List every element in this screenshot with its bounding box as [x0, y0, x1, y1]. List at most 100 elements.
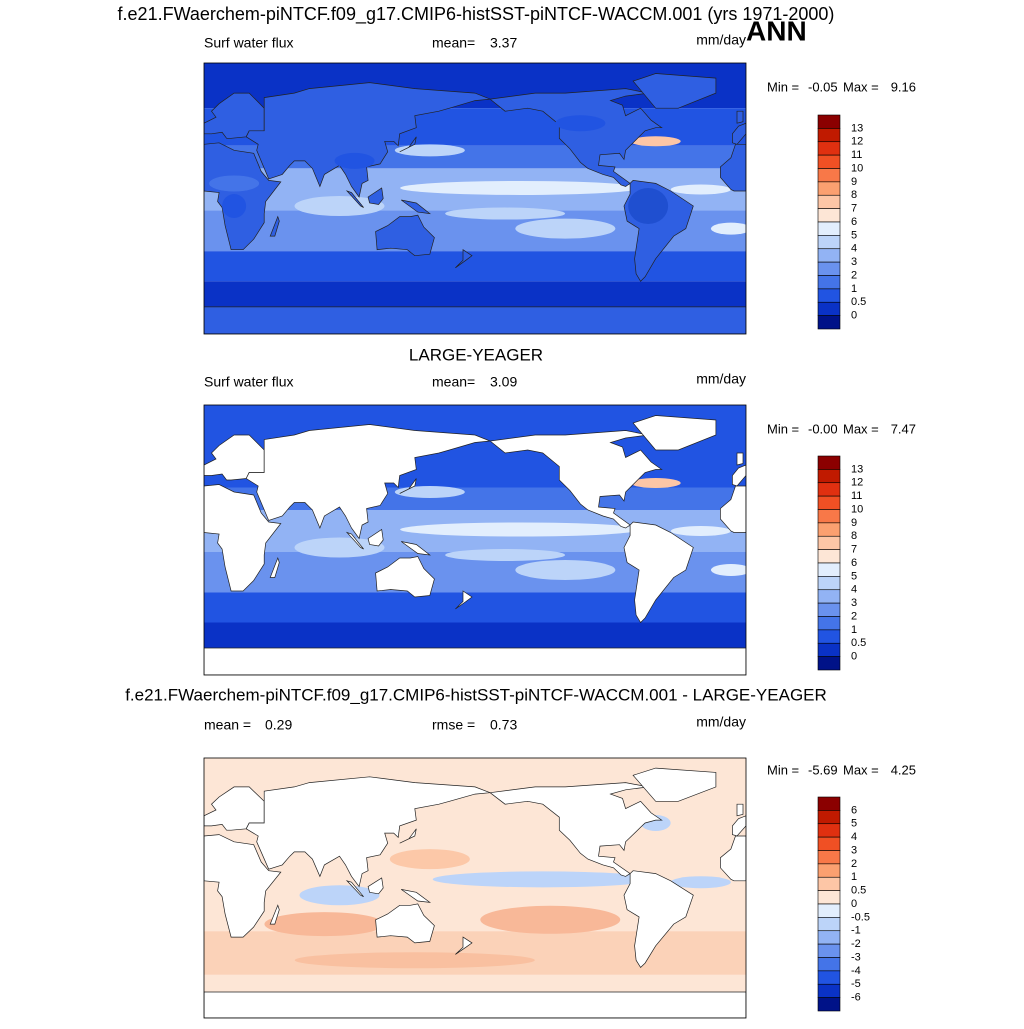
colorbar-label: 4 — [851, 831, 857, 843]
continent — [269, 904, 280, 925]
colorbar-label: -1 — [851, 925, 861, 937]
colorbar-label: -4 — [851, 965, 861, 977]
field-patch — [400, 180, 641, 195]
colorbar-box — [817, 235, 841, 250]
field-patch — [515, 560, 616, 580]
max-label: Max = — [843, 79, 879, 94]
colorbar-box — [817, 589, 841, 604]
colorbar-label: -3 — [851, 951, 861, 963]
colorbar-label: 0 — [851, 651, 857, 663]
colorbar-box — [817, 301, 841, 316]
units-label: mm/day — [696, 371, 746, 387]
map — [204, 405, 746, 675]
colorbar-label: 7 — [851, 544, 857, 556]
continent — [623, 870, 694, 968]
continent — [399, 136, 417, 153]
colorbar-box — [817, 930, 841, 945]
colorbar-label: 0 — [851, 310, 857, 322]
field-patch — [294, 196, 385, 217]
field-patch — [394, 486, 465, 498]
colorbar-box — [817, 168, 841, 183]
continent — [204, 647, 746, 675]
colorbar-label: 1 — [851, 871, 857, 883]
colorbar-box — [817, 823, 841, 838]
field-patch — [394, 144, 465, 157]
colorbar-box — [817, 957, 841, 972]
colorbar-box — [817, 288, 841, 303]
colorbar-box — [817, 656, 841, 671]
colorbar-box — [817, 469, 841, 484]
continent — [632, 415, 717, 451]
mean-value: 0.29 — [265, 717, 292, 733]
colorbar-box — [817, 562, 841, 577]
colorbar-box — [817, 796, 841, 811]
colorbar-box — [817, 863, 841, 878]
field-patch — [630, 136, 681, 147]
continent — [204, 834, 282, 938]
colorbar-box — [817, 522, 841, 537]
colorbar-label: -5 — [851, 978, 861, 990]
colorbar-box — [817, 141, 841, 156]
colorbar-box — [817, 917, 841, 932]
continent — [720, 143, 746, 192]
continent — [400, 541, 432, 556]
continent — [245, 776, 491, 888]
mean-label: mean= — [432, 374, 475, 390]
colorbar-box — [817, 576, 841, 591]
min-label: Min = — [767, 421, 799, 436]
continent — [375, 903, 435, 944]
max-value: 4.25 — [891, 762, 916, 777]
colorbar-label: 6 — [851, 557, 857, 569]
colorbar-label: 8 — [851, 189, 857, 201]
colorbar-label: 12 — [851, 136, 863, 148]
colorbar-label: 9 — [851, 517, 857, 529]
continent — [269, 215, 280, 237]
variable-label: Surf water flux — [204, 374, 293, 390]
panel-title: LARGE-YEAGER — [409, 345, 543, 364]
field-patch — [432, 871, 653, 888]
colorbar-label: 2 — [851, 858, 857, 870]
continent — [736, 803, 744, 817]
colorbar-label: 2 — [851, 610, 857, 622]
colorbar-box — [817, 128, 841, 143]
colorbar-box — [817, 850, 841, 865]
field-patch — [628, 188, 669, 225]
min-value: -0.00 — [808, 421, 838, 436]
field-patch — [670, 876, 731, 889]
field-patch — [670, 184, 731, 195]
colorbar-box — [817, 261, 841, 276]
colorbar-label: 12 — [851, 477, 863, 489]
continent — [245, 424, 491, 540]
colorbar-label: 13 — [851, 122, 863, 134]
continent — [367, 187, 384, 205]
colorbar-box — [817, 997, 841, 1012]
continent — [367, 877, 384, 895]
colorbar-box — [817, 495, 841, 510]
continent — [455, 590, 473, 610]
colorbar-box — [817, 455, 841, 470]
colorbar-box — [817, 810, 841, 825]
colorbar-box — [817, 482, 841, 497]
continent — [732, 122, 746, 145]
colorbar-label: 0.5 — [851, 296, 866, 308]
field-patch — [630, 478, 681, 488]
field-patch — [555, 115, 606, 132]
min-label: Min = — [767, 79, 799, 94]
map-frame — [203, 62, 747, 335]
min-label: Min = — [767, 762, 799, 777]
continent — [204, 484, 282, 592]
field-patch — [389, 849, 470, 870]
continent — [736, 110, 744, 124]
colorbar-box — [817, 903, 841, 918]
colorbar-box — [817, 194, 841, 209]
colorbar-label: 5 — [851, 229, 857, 241]
field-patch — [294, 537, 385, 558]
colorbar-box — [817, 876, 841, 891]
continent — [400, 889, 432, 903]
colorbar-box — [817, 221, 841, 236]
colorbar-box — [817, 549, 841, 564]
continent — [269, 556, 280, 578]
continent — [632, 767, 717, 802]
colorbar-label: 9 — [851, 176, 857, 188]
